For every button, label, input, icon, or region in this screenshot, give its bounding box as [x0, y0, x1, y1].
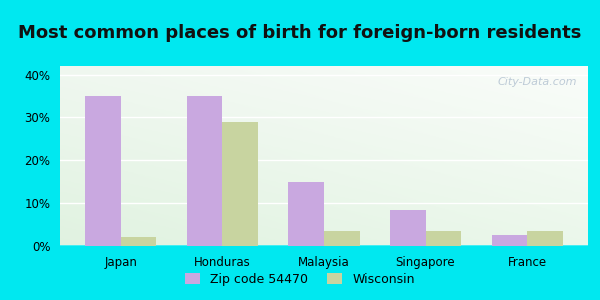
- Text: Most common places of birth for foreign-born residents: Most common places of birth for foreign-…: [19, 24, 581, 42]
- Text: City-Data.com: City-Data.com: [498, 77, 577, 87]
- Bar: [425, 231, 461, 246]
- Bar: [491, 235, 527, 246]
- Bar: [187, 96, 223, 246]
- Bar: [223, 122, 258, 246]
- Bar: [85, 96, 121, 246]
- Bar: [289, 182, 324, 246]
- Bar: [527, 231, 563, 246]
- Bar: [390, 210, 425, 246]
- Bar: [121, 237, 157, 246]
- Legend: Zip code 54470, Wisconsin: Zip code 54470, Wisconsin: [181, 268, 419, 291]
- Bar: [324, 231, 359, 246]
